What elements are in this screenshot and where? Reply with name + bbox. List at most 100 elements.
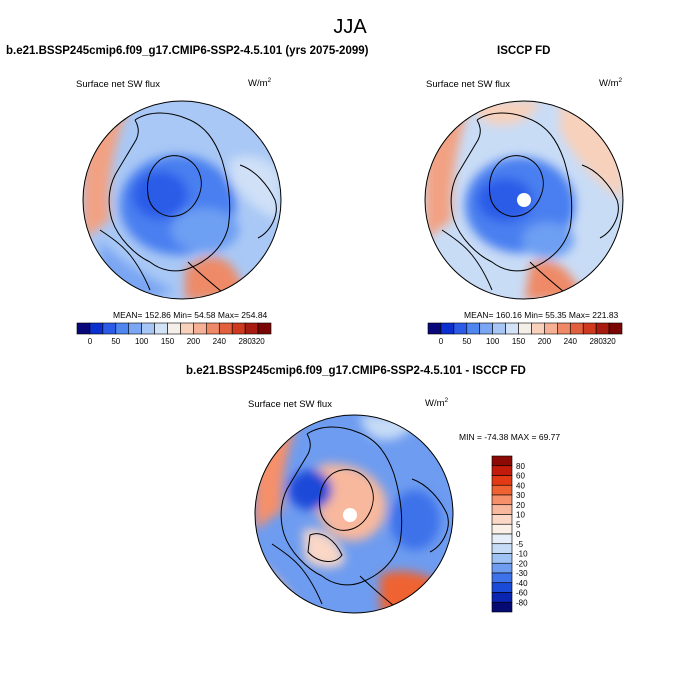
model-colorbar-box <box>206 322 220 335</box>
diff-colorbar-box <box>491 465 513 476</box>
obs-panel-title: ISCCP FD <box>497 45 551 57</box>
obs-colorbar-box <box>544 322 558 335</box>
model-coastlines <box>99 112 277 293</box>
diff-colorbar-box <box>491 523 513 535</box>
obs-colorbar-label: 200 <box>538 337 552 346</box>
model-colorbar-box <box>244 322 259 335</box>
diff-colorbar-box <box>491 601 513 613</box>
diff-colorbar-label: -20 <box>516 559 528 568</box>
model-colorbar-label: 200 <box>187 337 201 346</box>
diff-panel-title: b.e21.BSSP245cmip6.f09_g17.CMIP6-SSP2-4.… <box>186 365 526 377</box>
diff-colorbar-label: 60 <box>516 472 525 481</box>
obs-colorbar-label: 50 <box>462 337 471 346</box>
diff-colorbar-label: 5 <box>516 520 521 529</box>
model-colorbar-box <box>193 322 207 335</box>
diff-colorbar-box <box>491 484 513 496</box>
model-stats: MEAN= 152.86 Min= 54.58 Max= 254.84 <box>113 310 268 320</box>
model-panel-title: b.e21.BSSP245cmip6.f09_g17.CMIP6-SSP2-4.… <box>6 45 369 57</box>
diff-colorbar-label: 20 <box>516 501 525 510</box>
obs-colorbar-box <box>505 322 519 335</box>
obs-colorbar-label: 150 <box>512 337 526 346</box>
model-colorbar-label: 280 <box>238 337 252 346</box>
model-colorbar-box <box>167 322 181 335</box>
diff-colorbar-label: -10 <box>516 550 528 559</box>
season-title: JJA <box>333 16 367 38</box>
model-colorbar-label: 240 <box>213 337 227 346</box>
obs-map-border <box>424 100 624 300</box>
obs-colorbar-box <box>453 322 468 335</box>
diff-colorbar-box <box>491 475 513 486</box>
diff-colorbar-label: -60 <box>516 589 528 598</box>
obs-colorbar-label: 100 <box>486 337 500 346</box>
obs-colorbar-box <box>466 322 481 335</box>
obs-colorbar-label: 320 <box>602 337 616 346</box>
diff-coastlines <box>271 426 449 607</box>
diff-colorbar-label: 10 <box>516 511 525 520</box>
obs-colorbar-box <box>518 322 532 335</box>
model-colorbar-box <box>102 322 117 335</box>
model-colorbar-box <box>76 322 91 335</box>
obs-colorbar-box <box>440 322 455 335</box>
diff-colorbar-box <box>491 572 513 584</box>
diff-colorbar-label: 30 <box>516 491 525 500</box>
model-variable-label: Surface net SW flux <box>76 79 160 90</box>
diff-map-border <box>254 414 454 614</box>
diff-colorbar-box <box>491 592 513 603</box>
model-colorbar-box <box>231 322 246 335</box>
diff-colorbar-label: 80 <box>516 462 525 471</box>
obs-colorbar-box <box>582 322 597 335</box>
diff-polar-map <box>255 415 453 613</box>
obs-coastlines <box>441 112 619 293</box>
obs-colorbar-box <box>492 322 506 335</box>
diff-colorbar-box <box>491 582 513 593</box>
model-colorbar-box <box>154 322 168 335</box>
model-colorbar-box <box>180 322 194 335</box>
diff-colorbar-box <box>491 504 513 515</box>
diff-colorbar-box <box>491 562 513 574</box>
obs-colorbar-box <box>531 322 545 335</box>
model-colorbar-box <box>257 322 272 335</box>
model-colorbar-label: 0 <box>88 337 93 346</box>
model-colorbar: 0 50 100 150 200 240 280 320 <box>76 322 272 346</box>
model-units-label: W/m2 <box>248 77 272 90</box>
model-colorbar-label: 150 <box>161 337 175 346</box>
diff-colorbar-label: 40 <box>516 481 525 490</box>
obs-colorbar-box <box>427 322 442 335</box>
model-colorbar-box <box>128 322 142 335</box>
model-colorbar-label: 100 <box>135 337 149 346</box>
diff-variable-label: Surface net SW flux <box>248 399 332 410</box>
diff-colorbar-box <box>491 553 513 564</box>
obs-units-label: W/m2 <box>599 77 623 90</box>
model-colorbar-box <box>115 322 130 335</box>
obs-colorbar-label: 0 <box>439 337 444 346</box>
diff-colorbar-label: -5 <box>516 540 524 549</box>
diff-colorbar-label: 0 <box>516 530 521 539</box>
model-map-border <box>82 100 282 300</box>
diff-units-label: W/m2 <box>425 397 449 410</box>
diff-colorbar-box <box>491 455 513 467</box>
obs-stats: MEAN= 160.16 Min= 55.35 Max= 221.83 <box>464 310 619 320</box>
obs-polar-map <box>425 101 623 299</box>
diff-colorbar-box <box>491 533 513 545</box>
diff-colorbar-label: -30 <box>516 569 528 578</box>
obs-colorbar-label: 280 <box>589 337 603 346</box>
model-colorbar-box <box>218 322 233 335</box>
diff-colorbar-label: -40 <box>516 579 528 588</box>
model-colorbar-label: 320 <box>251 337 265 346</box>
diff-colorbar-box <box>491 494 513 506</box>
obs-colorbar: 0 50 100 150 200 240 280 320 <box>427 322 623 346</box>
model-colorbar-label: 50 <box>111 337 120 346</box>
obs-variable-label: Surface net SW flux <box>426 79 510 90</box>
diff-colorbar-box <box>491 543 513 554</box>
obs-colorbar-box <box>595 322 610 335</box>
diff-colorbar-box <box>491 514 513 525</box>
model-colorbar-box <box>141 322 155 335</box>
obs-colorbar-box <box>608 322 623 335</box>
diff-stats: MIN = -74.38 MAX = 69.77 <box>459 432 561 442</box>
obs-colorbar-label: 240 <box>564 337 578 346</box>
obs-colorbar-box <box>557 322 571 335</box>
model-colorbar-box <box>89 322 104 335</box>
obs-colorbar-box <box>569 322 584 335</box>
